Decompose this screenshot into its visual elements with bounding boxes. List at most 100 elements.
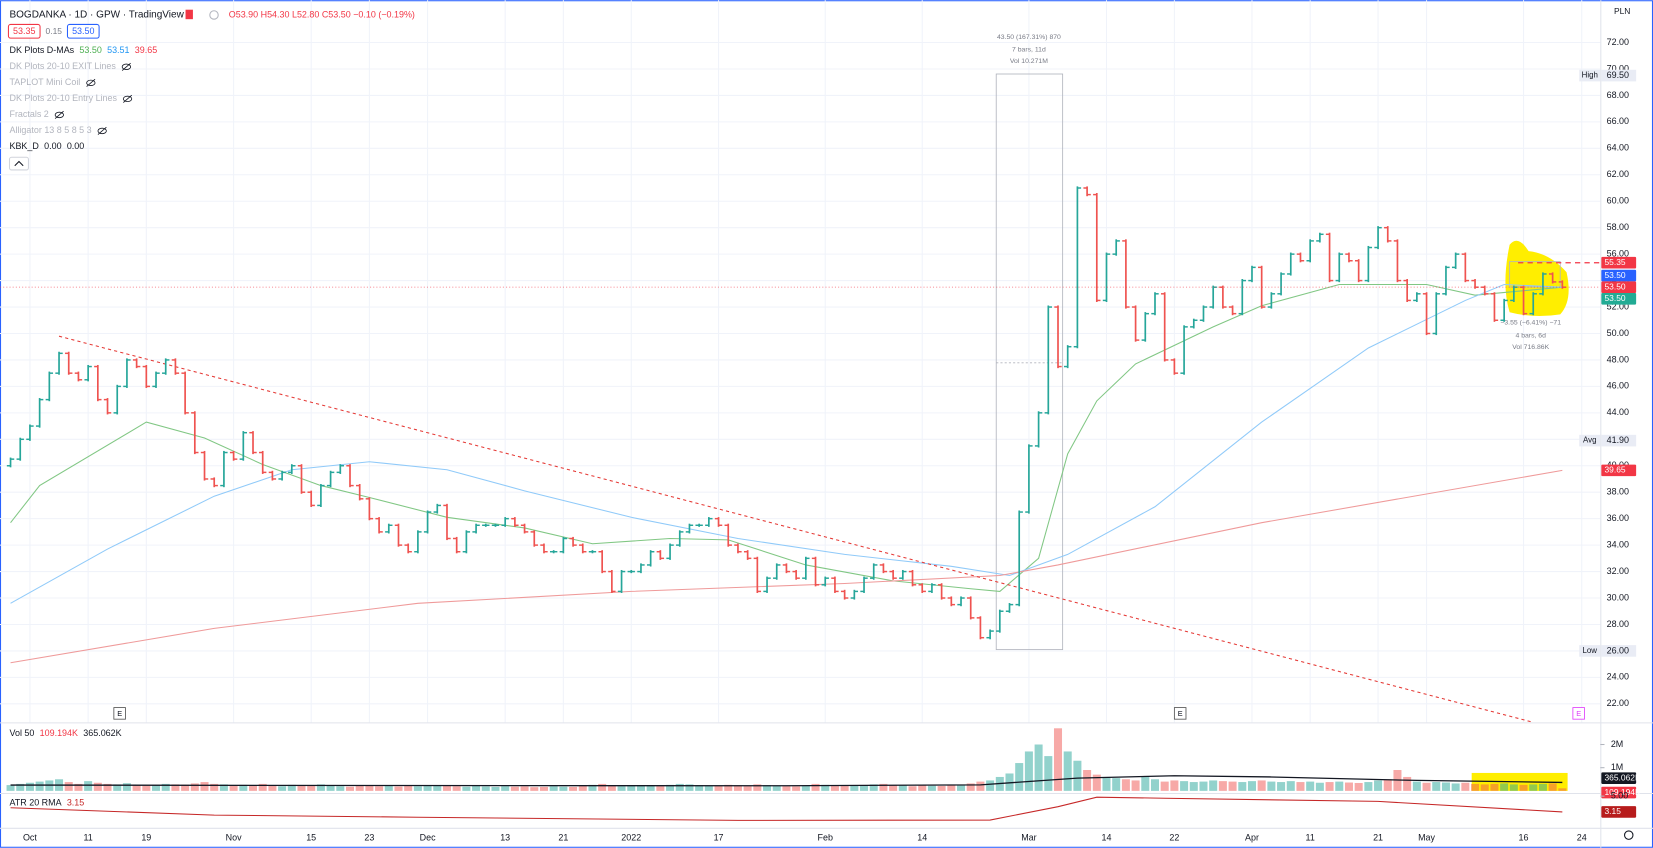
- volume-bar: [433, 785, 442, 791]
- volume-bar: [287, 784, 296, 791]
- price-tag: [1601, 806, 1637, 818]
- trend-line: [58, 335, 1534, 723]
- indicator-name: Alligator 13 8 5 8 5 3: [9, 125, 91, 135]
- price-tag: [1601, 786, 1637, 799]
- marker-value-box: [1601, 645, 1637, 657]
- volume-bar: [743, 786, 752, 791]
- volume-bar: [860, 785, 869, 791]
- volume-bar: [1296, 782, 1305, 791]
- indicator-legend: TAPLOT Mini Coil: [9, 77, 80, 87]
- volume-bar: [724, 784, 733, 791]
- highlight: [1505, 240, 1569, 317]
- settings-icon[interactable]: [1624, 830, 1634, 840]
- volume-bar: [394, 786, 403, 791]
- y-tick-label: 2M: [1611, 739, 1623, 749]
- x-tick-label: Feb: [818, 833, 833, 843]
- volume-bar: [704, 785, 713, 791]
- measure-label: 7 bars, 11d: [1012, 47, 1046, 54]
- volume-bar: [307, 785, 316, 791]
- volume-bar: [957, 785, 966, 791]
- eye-off-icon: [54, 111, 64, 119]
- volume-bar: [782, 786, 791, 791]
- indicator-legend: Alligator 13 8 5 8 5 3: [9, 125, 91, 135]
- volume-bar: [1034, 744, 1043, 791]
- pane-value: 109.194K: [40, 728, 78, 738]
- marker-name-box: [1579, 434, 1601, 447]
- price-tag-label: 39.65: [1605, 465, 1626, 475]
- x-tick-label: 21: [558, 833, 568, 843]
- event-box[interactable]: [113, 707, 126, 720]
- volume-bar: [898, 785, 907, 791]
- volume-bar: [1218, 781, 1227, 791]
- volume-bar: [1403, 776, 1412, 791]
- marker-name-box: [1579, 69, 1601, 82]
- volume-bar: [1325, 782, 1334, 791]
- indicator-value: 53.50: [79, 45, 101, 55]
- volume-bar: [1277, 782, 1286, 791]
- volume-bar: [200, 782, 209, 791]
- volume-bar: [801, 785, 810, 791]
- volume-bar: [530, 787, 539, 791]
- volume-bar: [569, 786, 578, 791]
- volume-bar: [171, 784, 180, 791]
- bid-box[interactable]: [7, 23, 41, 39]
- volume-bar: [210, 783, 219, 791]
- volume-bar: [442, 785, 451, 791]
- y-tick-label: 62.00: [1607, 169, 1629, 179]
- volume-bar: [1121, 779, 1130, 791]
- eye-off-icon: [121, 62, 131, 71]
- volume-bar: [462, 786, 471, 791]
- volume-bar: [239, 784, 248, 791]
- y-tick-label: 68.00: [1607, 90, 1629, 100]
- volume-bar: [1286, 781, 1295, 791]
- volume-bar: [869, 784, 878, 791]
- indicator-legend: DK Plots 20-10 EXIT Lines: [9, 61, 116, 71]
- volume-bar: [879, 783, 888, 791]
- volume-bar: [472, 785, 481, 791]
- volume-bar: [1247, 781, 1256, 791]
- volume-bar: [1374, 780, 1383, 791]
- volume-bar: [375, 786, 384, 791]
- moving-average: [10, 284, 1563, 592]
- y-tick-label: 22.00: [1607, 698, 1629, 708]
- y-tick-label: 44.00: [1607, 407, 1629, 417]
- marker-value-box: [1601, 434, 1637, 447]
- volume-bar: [384, 785, 393, 791]
- ask-box[interactable]: [66, 23, 100, 39]
- volume-bar: [1112, 778, 1121, 791]
- volume-bar: [278, 786, 287, 791]
- volume-bar: [35, 781, 44, 791]
- volume-bar: [588, 784, 597, 791]
- price-tag-label: 109.194K: [1605, 787, 1641, 797]
- volume-bar: [1558, 788, 1567, 791]
- collapse-button[interactable]: [8, 156, 29, 171]
- event-box[interactable]: [1173, 707, 1187, 720]
- measure-label: 4 bars, 6d: [1515, 332, 1546, 339]
- x-tick-label: Mar: [1021, 833, 1036, 843]
- y-tick-label: 34.00: [1607, 539, 1629, 549]
- x-tick-label: 17: [714, 833, 724, 843]
- y-tick-label: 5.00: [1611, 790, 1628, 800]
- x-tick-label: Nov: [226, 833, 242, 843]
- volume-bar: [404, 785, 413, 791]
- volume-bar: [918, 785, 927, 791]
- volume-bar: [607, 785, 616, 791]
- volume-bar: [1335, 781, 1344, 791]
- volume-bar: [1529, 784, 1538, 791]
- x-tick-label: 23: [364, 833, 374, 843]
- event-box[interactable]: [1572, 707, 1585, 720]
- volume-bar: [1199, 781, 1208, 791]
- x-tick-label: 15: [306, 833, 316, 843]
- volume-bar: [1354, 782, 1363, 791]
- volume-bar: [249, 785, 258, 791]
- volume-bar: [1141, 776, 1150, 791]
- indicator-legend: DK Plots D-MAs 53.50 53.51 39.65: [9, 45, 157, 55]
- volume-bar: [1102, 776, 1111, 791]
- y-tick-label: 72.00: [1607, 37, 1629, 47]
- volume-bar: [84, 781, 93, 791]
- volume-bar: [1538, 783, 1547, 791]
- volume-bar: [627, 785, 636, 791]
- volume-bar: [1432, 782, 1441, 791]
- marker-value: 26.00: [1607, 645, 1629, 655]
